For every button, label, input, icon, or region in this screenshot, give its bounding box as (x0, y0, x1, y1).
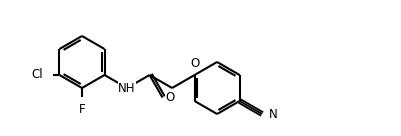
Text: N: N (268, 107, 277, 120)
Text: O: O (190, 57, 199, 70)
Text: F: F (79, 103, 85, 116)
Text: O: O (165, 91, 174, 104)
Text: NH: NH (118, 81, 136, 95)
Text: Cl: Cl (32, 69, 43, 81)
